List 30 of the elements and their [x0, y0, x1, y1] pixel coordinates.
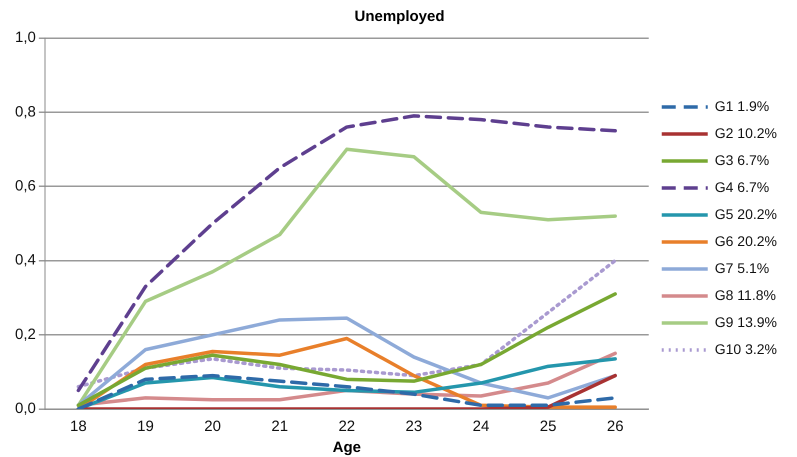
line-series: [76, 258, 617, 388]
x-tick-label: 26: [606, 418, 624, 436]
x-tick-label: 21: [271, 418, 288, 436]
legend-label: G7 5.1%: [714, 260, 770, 276]
x-tick-label: 18: [70, 418, 87, 436]
legend-label: G2 10.2%: [714, 124, 778, 141]
x-tick-label: 20: [204, 418, 221, 436]
x-axis-title: Age: [332, 439, 361, 456]
x-tick-label: 23: [406, 418, 422, 436]
legend-label: G1 1.9%: [714, 98, 770, 114]
x-tick-label: 19: [137, 418, 154, 436]
chart-title: Unemployed: [354, 8, 445, 26]
line-series: [76, 374, 617, 409]
line-series: [76, 114, 617, 392]
y-tick-label: 0,2: [14, 326, 36, 343]
legend-label: G3 6.7%: [714, 152, 770, 168]
y-tick-label: 1,0: [14, 29, 36, 46]
y-tick-label: 0,6: [14, 178, 36, 195]
x-tick-label: 22: [338, 418, 356, 436]
legend-label: G10 3.2%: [714, 340, 778, 357]
x-tick-label: 25: [540, 418, 556, 436]
y-tick-label: 0,0: [14, 400, 36, 418]
legend-label: G4 6.7%: [714, 178, 770, 195]
y-tick-label: 0,4: [14, 252, 36, 269]
legend-label: G8 11.8%: [714, 286, 776, 303]
legend-label: G9 13.9%: [714, 314, 778, 330]
x-tick-label: 24: [472, 418, 490, 436]
y-tick-label: 0,8: [14, 103, 36, 120]
legend-label: G5 20.2%: [714, 206, 778, 222]
legend-label: G6 20.2%: [714, 232, 778, 249]
